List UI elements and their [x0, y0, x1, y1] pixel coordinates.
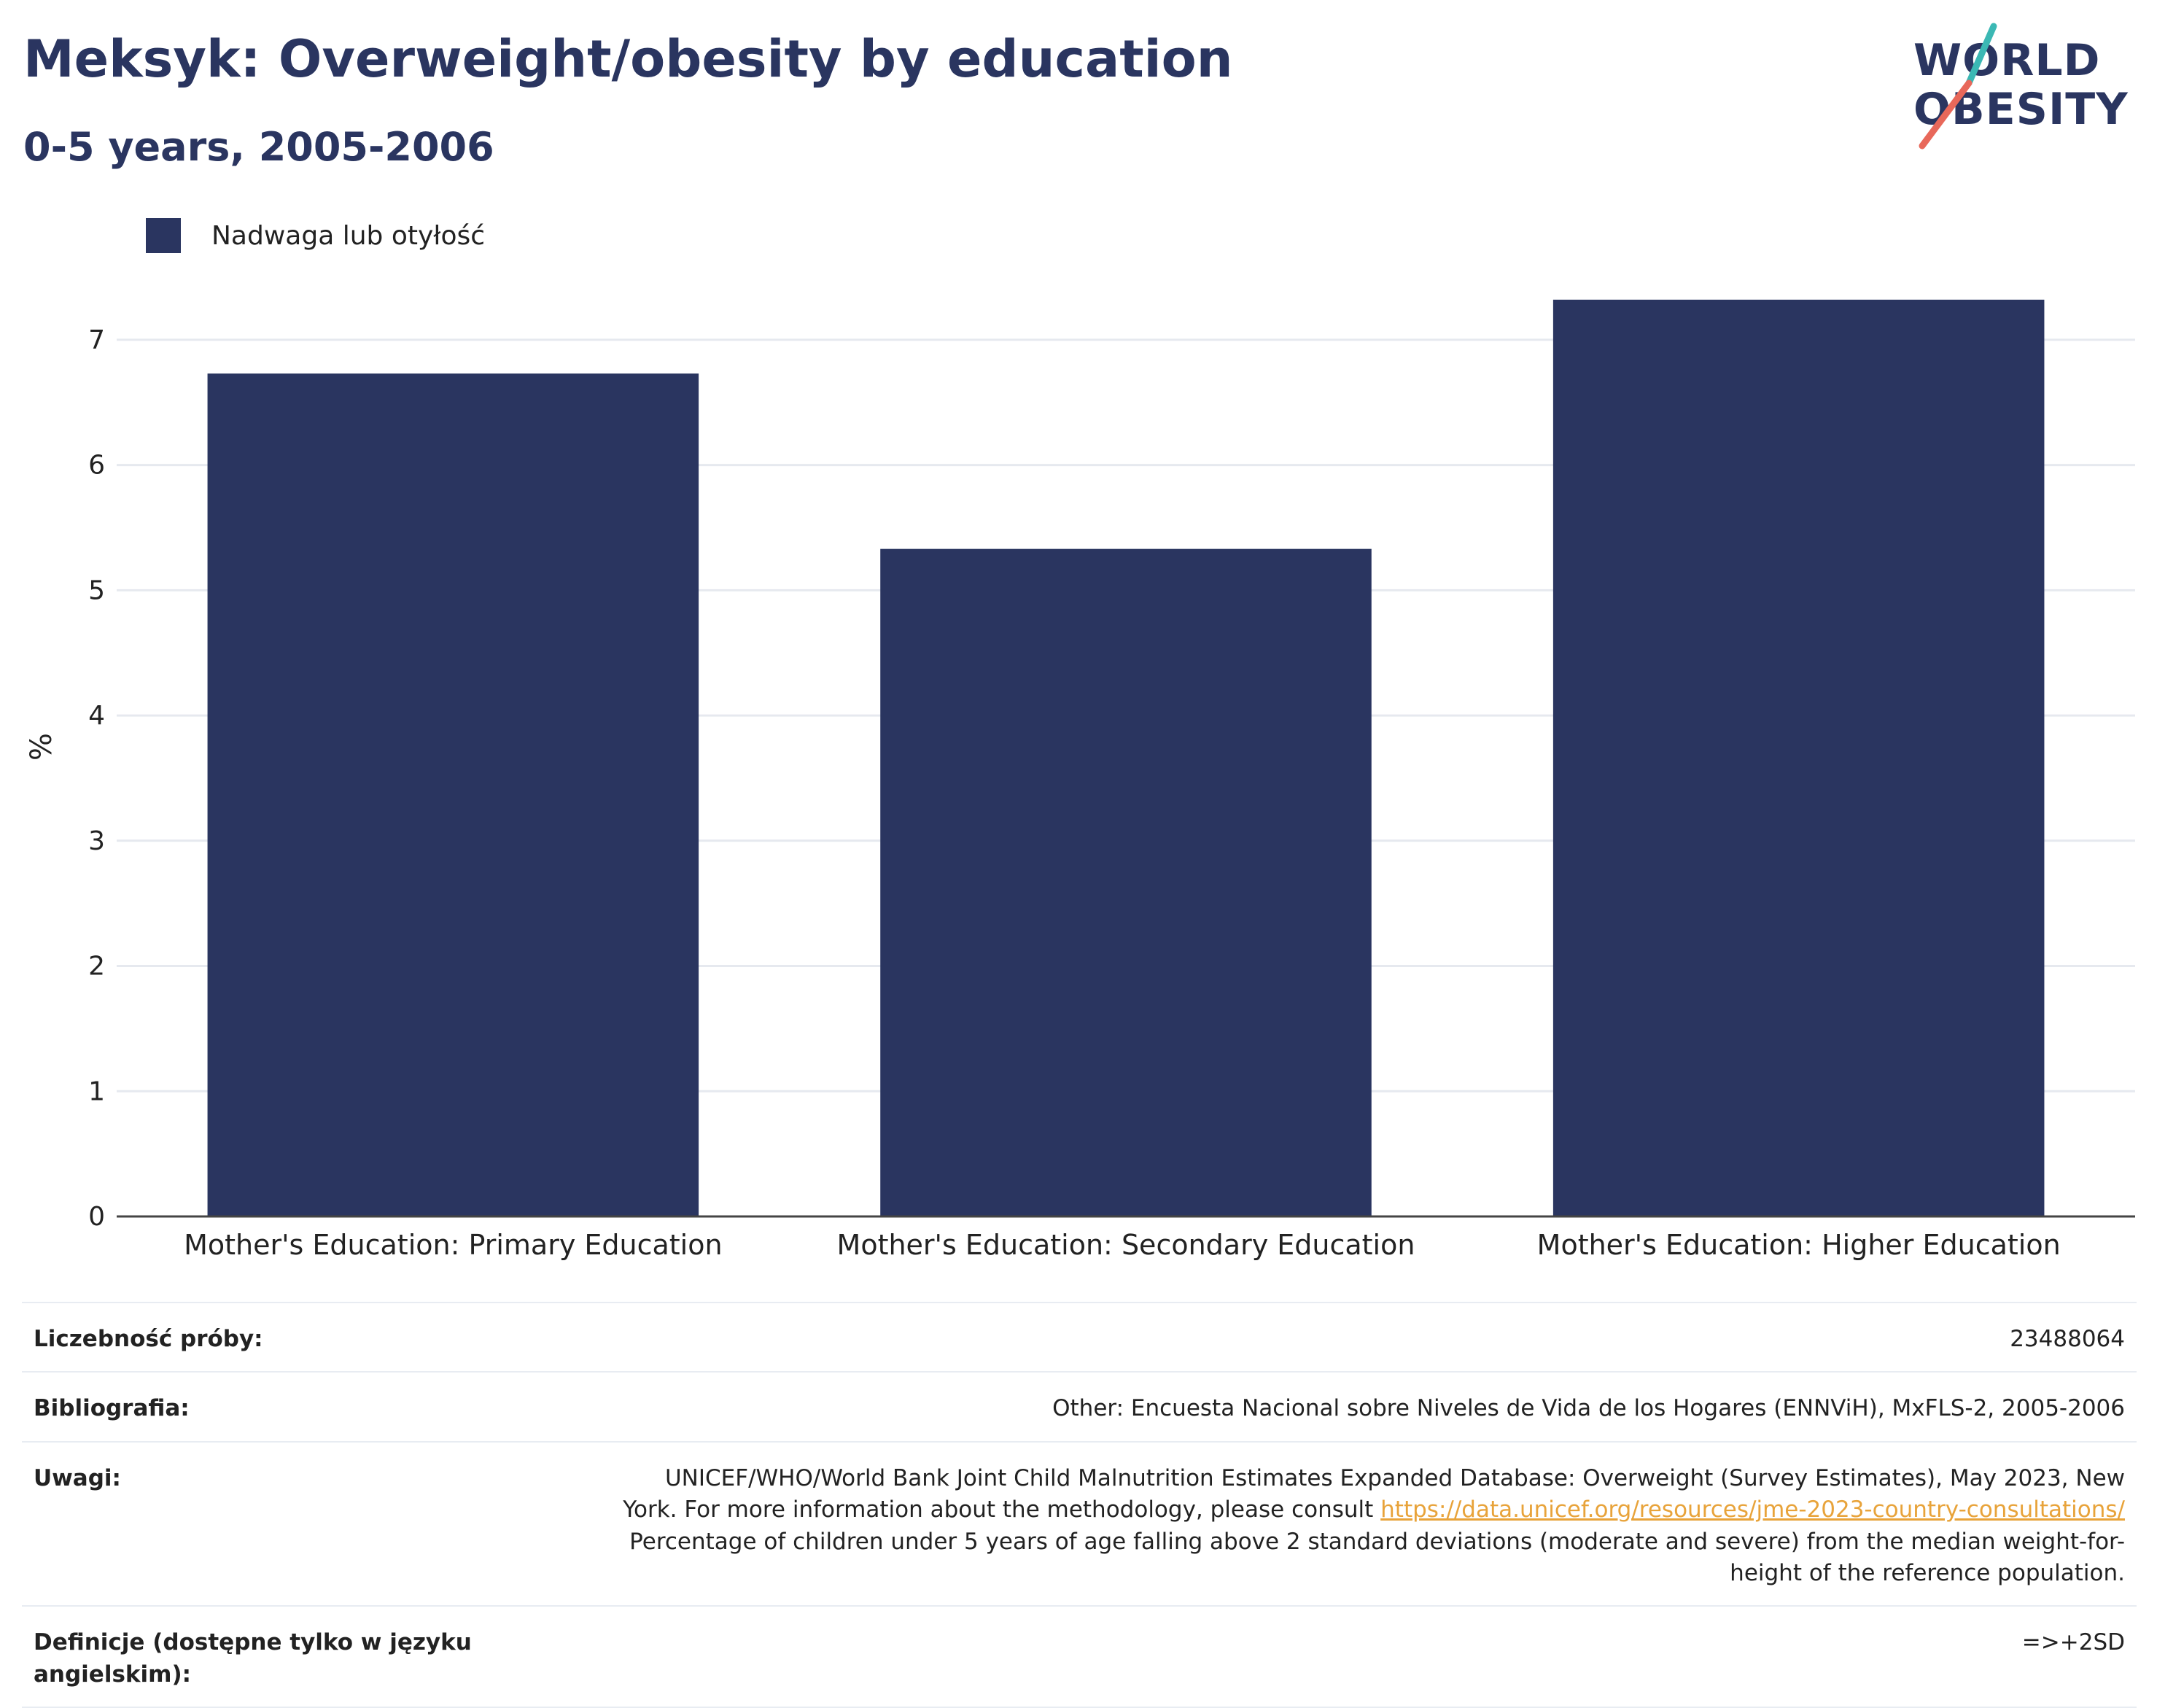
- footer-row-definitions: Definicje (dostępne tylko w języku angie…: [22, 1605, 2137, 1708]
- y-tick-label: 1: [88, 1076, 105, 1106]
- logo-slash-icon: [1919, 23, 1997, 150]
- chart-legend[interactable]: Nadwaga lub otyłość: [146, 217, 485, 254]
- y-tick-label: 0: [88, 1202, 105, 1232]
- footer-label: Liczebność próby:: [34, 1326, 263, 1352]
- y-tick-label: 6: [88, 451, 105, 481]
- footer-label: Bibliografia:: [34, 1395, 190, 1422]
- y-tick-label: 2: [88, 952, 105, 982]
- chart-footer: Liczebność próby: 23488064 Bibliografia:…: [22, 1302, 2137, 1708]
- y-tick-label: 5: [88, 575, 105, 605]
- footer-value: 23488064: [2010, 1326, 2125, 1352]
- bar: [1552, 299, 2045, 1216]
- y-tick-label: 4: [88, 701, 105, 731]
- methodology-link[interactable]: https://data.unicef.org/resources/jme-20…: [1380, 1497, 2125, 1523]
- footer-label: Uwagi:: [34, 1464, 121, 1491]
- world-obesity-logo: WORLD OBESITY: [1896, 20, 2144, 159]
- y-tick-label: 3: [88, 826, 105, 856]
- chart-title: Meksyk: Overweight/obesity by education: [23, 29, 1233, 89]
- notes-definition-text: Percentage of children under 5 years of …: [629, 1528, 2125, 1586]
- footer-label: Definicje (dostępne tylko w języku angie…: [34, 1629, 472, 1688]
- footer-row-bibliography: Bibliografia: Other: Encuesta Nacional s…: [22, 1371, 2137, 1440]
- x-tick-label: Mother's Education: Primary Education: [184, 1229, 723, 1261]
- notes-text: UNICEF/WHO/World Bank Joint Child Malnut…: [623, 1464, 2125, 1523]
- footer-value: =>+2SD: [2021, 1629, 2125, 1656]
- y-tick-label: 7: [88, 325, 105, 355]
- legend-label: Nadwaga lub otyłość: [211, 220, 486, 251]
- y-axis-label: %: [25, 733, 58, 761]
- x-tick-label: Mother's Education: Secondary Education: [837, 1229, 1415, 1261]
- footer-value: UNICEF/WHO/World Bank Joint Child Malnut…: [608, 1463, 2125, 1590]
- footer-row-sample-size: Liczebność próby: 23488064: [22, 1302, 2137, 1371]
- chart-subtitle: 0-5 years, 2005-2006: [23, 124, 494, 170]
- legend-swatch: [146, 218, 181, 253]
- footer-row-notes: Uwagi: UNICEF/WHO/World Bank Joint Child…: [22, 1440, 2137, 1606]
- bar: [880, 548, 1372, 1216]
- footer-value: Other: Encuesta Nacional sobre Niveles d…: [1052, 1395, 2125, 1422]
- logo-line-1: WORLD: [1913, 35, 2101, 86]
- bar: [207, 373, 699, 1217]
- x-tick-label: Mother's Education: Higher Education: [1537, 1229, 2061, 1261]
- bar-chart: 0 1 2 3 4 5 6 7 Mother's Education: Primary Educ…: [25, 299, 2135, 1261]
